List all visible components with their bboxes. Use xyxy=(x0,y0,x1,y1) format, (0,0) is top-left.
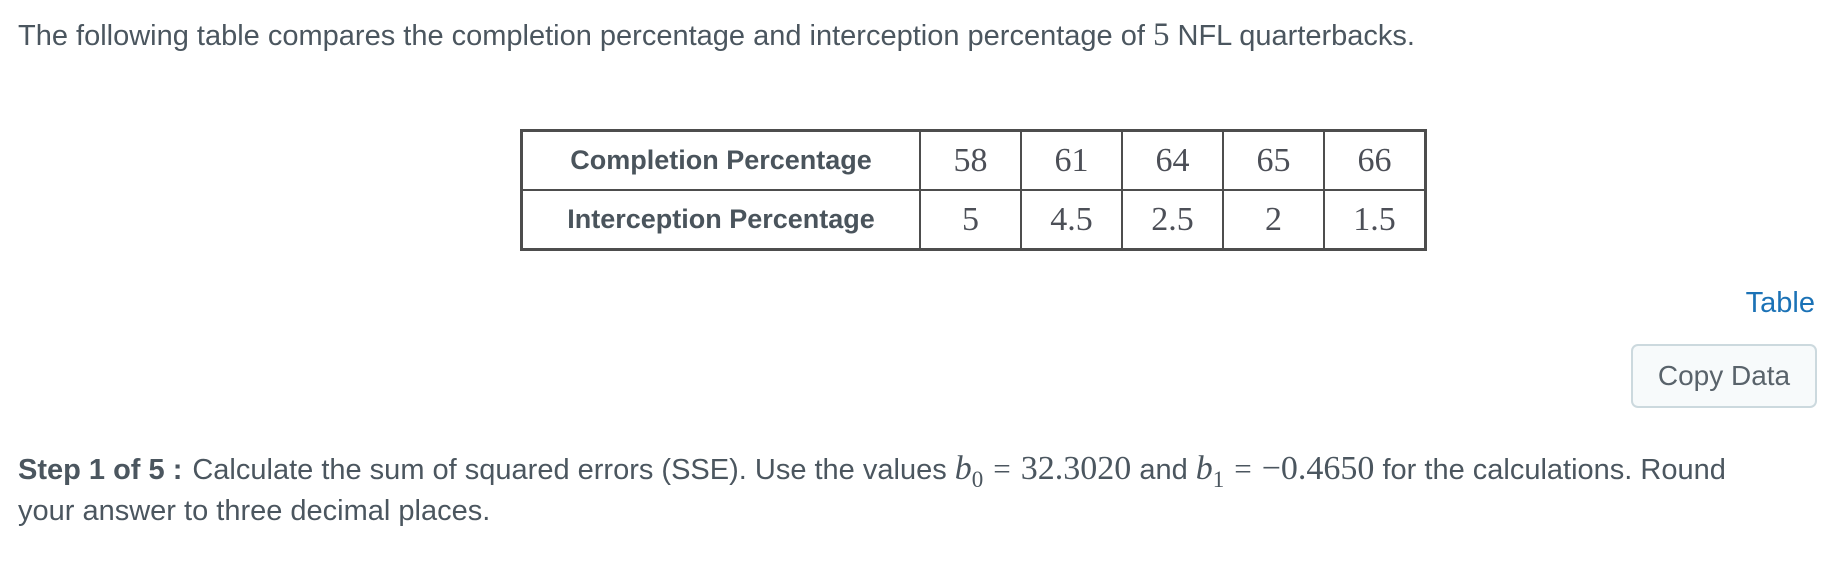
intro-text-before: The following table compares the complet… xyxy=(18,20,1145,52)
completion-value-2: 61 xyxy=(1020,129,1123,191)
b1-equals-sign: = xyxy=(1234,451,1252,486)
data-table: Completion Percentage 58 61 64 65 66 Int… xyxy=(520,129,1427,251)
b1-subscript: 1 xyxy=(1212,466,1225,492)
b0-symbol: b0 xyxy=(954,450,984,492)
step-label: Step 1 of 5 : xyxy=(18,454,183,486)
step-text-after-line1: for the calculations. Round xyxy=(1382,454,1726,486)
table-row-completion: Completion Percentage 58 61 64 65 66 xyxy=(520,129,1427,191)
interception-value-2: 4.5 xyxy=(1020,189,1123,251)
completion-value-5: 66 xyxy=(1323,129,1427,191)
interception-value-1: 5 xyxy=(919,189,1022,251)
intro-text-after: NFL quarterbacks. xyxy=(1177,20,1415,52)
b0-value: 32.3020 xyxy=(1020,450,1132,487)
b0-equals-sign: = xyxy=(993,451,1011,486)
b1-value: −0.4650 xyxy=(1261,450,1375,487)
step-instruction: Step 1 of 5 : Calculate the sum of square… xyxy=(18,450,1818,531)
conjunction-and: and xyxy=(1139,454,1188,486)
copy-data-button[interactable]: Copy Data xyxy=(1631,344,1817,408)
data-table-container: Completion Percentage 58 61 64 65 66 Int… xyxy=(520,129,1427,251)
quarterback-count: 5 xyxy=(1152,17,1170,53)
row-label-interception: Interception Percentage xyxy=(520,189,921,251)
completion-value-4: 65 xyxy=(1222,129,1325,191)
b0-subscript: 0 xyxy=(971,466,984,492)
b1-symbol: b1 xyxy=(1195,450,1225,492)
completion-value-3: 64 xyxy=(1121,129,1224,191)
intro-sentence: The following table compares the complet… xyxy=(18,16,1415,56)
completion-value-1: 58 xyxy=(919,129,1022,191)
table-row-interception: Interception Percentage 5 4.5 2.5 2 1.5 xyxy=(520,189,1427,251)
interception-value-3: 2.5 xyxy=(1121,189,1224,251)
step-text-line2: your answer to three decimal places. xyxy=(18,494,491,527)
row-label-completion: Completion Percentage xyxy=(520,129,921,191)
interception-value-4: 2 xyxy=(1222,189,1325,251)
step-text-before: Calculate the sum of squared errors (SSE… xyxy=(192,454,947,486)
table-link[interactable]: Table xyxy=(1745,287,1815,319)
interception-value-5: 1.5 xyxy=(1323,189,1427,251)
